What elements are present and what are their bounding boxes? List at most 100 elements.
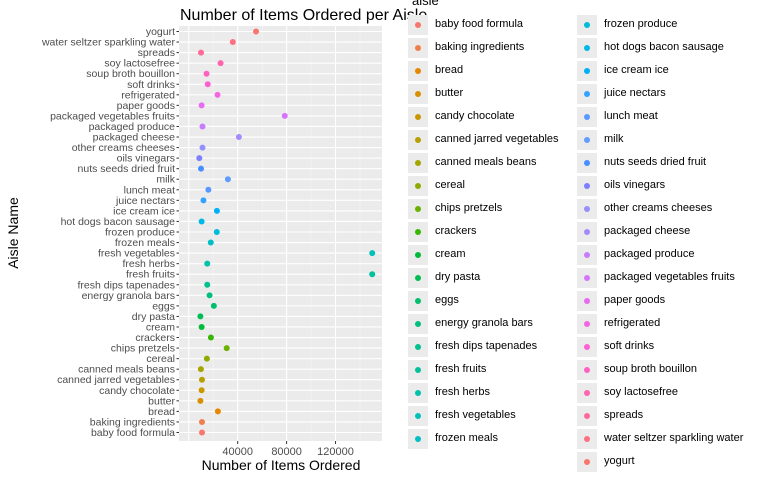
legend-label: soy lactosefree	[604, 386, 678, 398]
data-point	[253, 28, 260, 35]
data-point	[281, 112, 288, 119]
legend-dot	[415, 344, 421, 350]
data-point	[197, 366, 204, 373]
y-tick-label: yogurt	[146, 26, 175, 38]
y-tick-label: ice cream ice	[113, 205, 175, 217]
legend-label: canned jarred vegetables	[435, 133, 559, 145]
legend-key	[577, 360, 597, 380]
legend-dot	[415, 229, 421, 235]
legend-key	[408, 61, 428, 81]
legend-label: chips pretzels	[435, 202, 503, 214]
legend-label: soup broth bouillon	[604, 363, 697, 375]
legend-label: cereal	[435, 179, 465, 191]
legend-dot	[415, 275, 421, 281]
legend-label: spreads	[604, 409, 644, 421]
legend-dot	[584, 390, 590, 396]
legend-key	[577, 314, 597, 334]
data-point	[229, 39, 236, 46]
legend-dot	[415, 68, 421, 74]
data-point	[198, 429, 205, 436]
legend-label: milk	[604, 133, 624, 145]
legend-key	[408, 199, 428, 219]
y-tick-label: cream	[146, 321, 175, 333]
data-point	[204, 81, 211, 88]
data-point	[198, 323, 205, 330]
y-tick-label: packaged produce	[89, 121, 176, 133]
legend-key	[577, 291, 597, 311]
legend-label: refrigerated	[604, 317, 661, 329]
y-tick-label: milk	[156, 174, 175, 186]
legend-key	[577, 15, 597, 35]
legend-label: packaged vegetables fruits	[604, 271, 735, 283]
y-tick-label: crackers	[135, 332, 175, 344]
y-tick-label: frozen meals	[115, 237, 175, 249]
data-point	[213, 229, 220, 235]
legend-dot	[415, 206, 421, 212]
data-point	[224, 176, 231, 183]
legend-dot	[415, 413, 421, 419]
y-tick-label: eggs	[152, 300, 175, 312]
legend-label: oils vinegars	[604, 179, 666, 191]
x-axis-label: Number of Items Ordered	[202, 457, 361, 473]
legend-key	[577, 107, 597, 127]
legend-key	[577, 245, 597, 265]
legend-key	[408, 176, 428, 196]
legend-label: baking ingredients	[435, 41, 525, 53]
y-tick-label: canned meals beans	[78, 364, 175, 376]
legend-dot	[584, 321, 590, 327]
legend-key	[408, 268, 428, 288]
y-tick-label: cereal	[146, 353, 175, 365]
legend-label: cream	[435, 248, 466, 260]
data-point	[214, 408, 221, 415]
legend-key	[408, 291, 428, 311]
legend-dot	[415, 137, 421, 143]
legend-dot	[415, 321, 421, 327]
legend-key	[577, 406, 597, 426]
data-point	[198, 49, 205, 56]
data-point	[199, 123, 206, 130]
y-tick-label: lunch meat	[124, 184, 175, 196]
legend-label: lunch meat	[604, 110, 658, 122]
legend-label: water seltzer sparkling water	[604, 432, 744, 444]
legend-dot	[584, 160, 590, 166]
legend-label: yogurt	[604, 455, 635, 467]
legend-dot	[415, 367, 421, 373]
legend-label: packaged produce	[604, 248, 695, 260]
legend-label: juice nectars	[604, 87, 666, 99]
y-tick-label: fresh herbs	[122, 258, 175, 270]
legend-dot	[584, 344, 590, 350]
legend-label: butter	[435, 87, 464, 99]
legend-key	[408, 337, 428, 357]
y-tick-label: paper goods	[117, 100, 175, 112]
data-point	[203, 355, 210, 362]
legend-key	[408, 245, 428, 265]
x-axis-ticks: 40000 80000 120000	[222, 441, 354, 458]
legend-label: soft drinks	[604, 340, 655, 352]
legend-key	[408, 383, 428, 403]
legend-label: crackers	[435, 225, 477, 237]
y-tick-label: dry pasta	[132, 311, 175, 323]
y-tick-label: other creams cheeses	[72, 142, 175, 154]
legend-dot	[584, 275, 590, 281]
legend-dot	[415, 390, 421, 396]
legend-dot	[415, 298, 421, 304]
data-point	[198, 165, 205, 172]
legend-label: energy granola bars	[435, 317, 533, 329]
legend-key	[408, 84, 428, 104]
y-tick-label: soy lactosefree	[104, 58, 175, 70]
legend-dot	[415, 22, 421, 28]
data-point	[369, 250, 376, 257]
data-points	[196, 28, 376, 436]
legend-dot	[584, 22, 590, 28]
data-point	[214, 91, 221, 98]
data-point	[198, 387, 205, 394]
legend-dot	[584, 137, 590, 143]
y-tick-label: frozen produce	[105, 227, 175, 239]
data-point	[204, 281, 211, 288]
data-point	[217, 60, 224, 67]
legend-dot	[584, 298, 590, 304]
y-tick-label: packaged cheese	[93, 132, 175, 144]
y-tick-label: canned jarred vegetables	[57, 374, 175, 386]
data-point	[207, 334, 214, 341]
